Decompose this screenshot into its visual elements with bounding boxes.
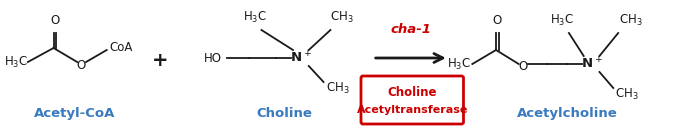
Text: HO: HO [204, 51, 222, 64]
Text: Acetylcholine: Acetylcholine [517, 107, 617, 120]
Text: +: + [152, 50, 168, 70]
Text: H$_3$C: H$_3$C [242, 10, 267, 25]
Text: N$^+$: N$^+$ [290, 50, 312, 66]
Text: CH$_3$: CH$_3$ [326, 80, 349, 96]
Text: CH$_3$: CH$_3$ [330, 10, 354, 25]
Text: CH$_3$: CH$_3$ [620, 13, 643, 28]
Text: CH$_3$: CH$_3$ [615, 86, 639, 102]
FancyBboxPatch shape [361, 76, 463, 124]
Text: O: O [76, 58, 85, 72]
Text: Choline: Choline [388, 86, 437, 99]
Text: cha-1: cha-1 [391, 23, 431, 36]
Text: Acetyltransferase: Acetyltransferase [356, 105, 468, 115]
Text: O: O [518, 60, 527, 73]
Text: Choline: Choline [256, 107, 312, 120]
Text: Acetyl-CoA: Acetyl-CoA [34, 107, 115, 120]
Text: O: O [50, 14, 60, 27]
Text: H$_3$C: H$_3$C [550, 13, 574, 28]
Text: CoA: CoA [110, 41, 133, 54]
Text: H$_3$C: H$_3$C [447, 56, 471, 72]
Text: O: O [493, 14, 502, 27]
Text: H$_3$C: H$_3$C [4, 54, 28, 70]
Text: N$^+$: N$^+$ [581, 56, 603, 72]
